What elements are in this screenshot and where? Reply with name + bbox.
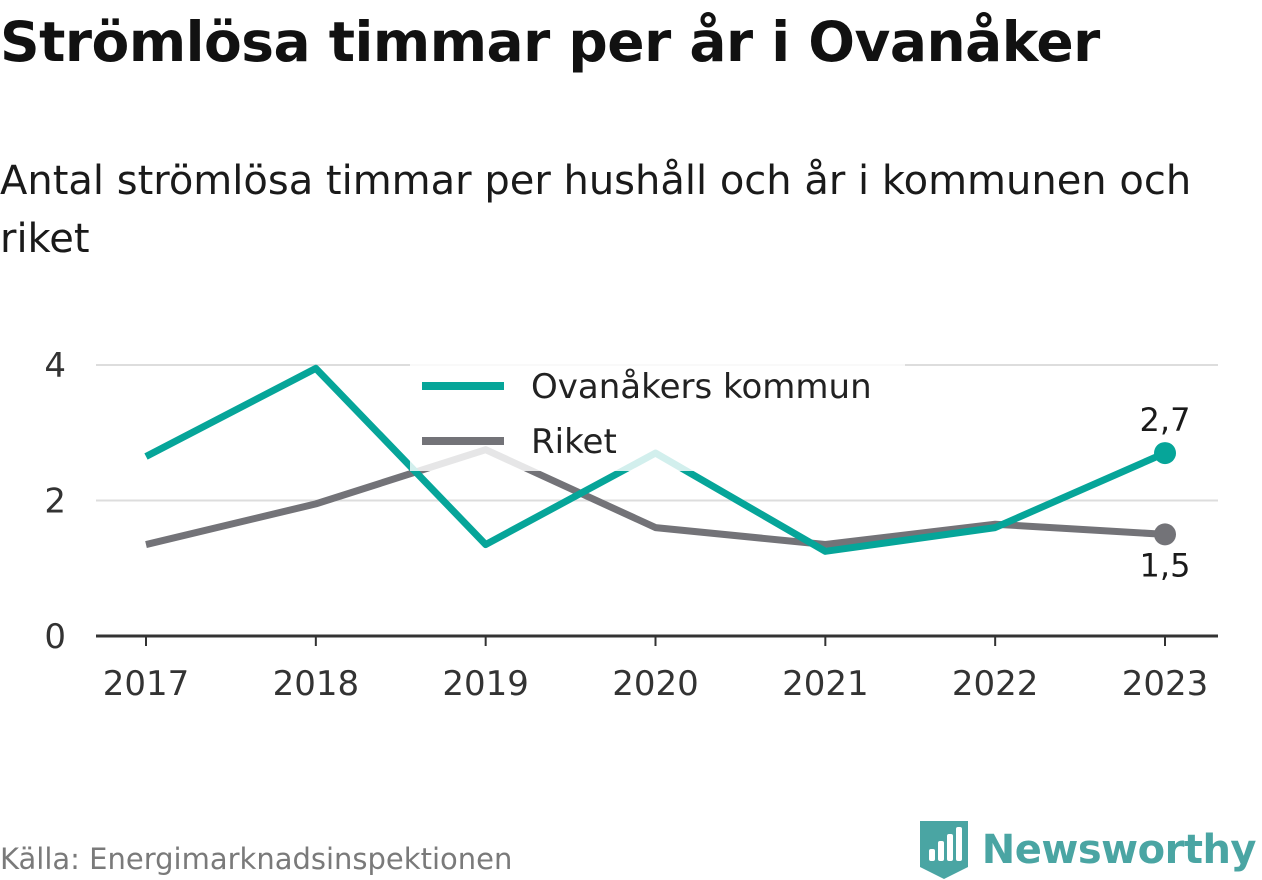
end-value-label: 1,5 <box>1140 546 1191 584</box>
source-note: Källa: Energimarknadsinspektionen <box>0 842 513 876</box>
x-tick-label: 2021 <box>782 664 869 704</box>
brand-name: Newsworthy <box>981 827 1257 873</box>
newsworthy-logo-icon <box>919 821 968 879</box>
y-tick-label: 4 <box>44 346 66 386</box>
y-tick-label: 0 <box>44 617 66 657</box>
legend-label: Riket <box>531 422 617 462</box>
brand-logo: Newsworthy <box>919 820 1257 880</box>
x-tick-label: 2019 <box>442 664 529 704</box>
legend-background <box>410 359 905 471</box>
end-point-marker <box>1154 523 1176 546</box>
x-tick-label: 2023 <box>1122 664 1209 704</box>
x-tick-label: 2018 <box>273 664 360 704</box>
x-tick-label: 2020 <box>612 664 699 704</box>
x-tick-label: 2022 <box>952 664 1039 704</box>
chart-subtitle: Antal strömlösa timmar per hushåll och å… <box>0 158 1192 262</box>
x-tick-label: 2017 <box>103 664 190 704</box>
end-value-label: 2,7 <box>1140 401 1191 439</box>
y-tick-label: 2 <box>44 482 66 522</box>
chart-title: Strömlösa timmar per år i Ovanåker <box>0 10 1100 74</box>
end-point-marker <box>1154 442 1176 465</box>
legend-label: Ovanåkers kommun <box>531 367 872 407</box>
